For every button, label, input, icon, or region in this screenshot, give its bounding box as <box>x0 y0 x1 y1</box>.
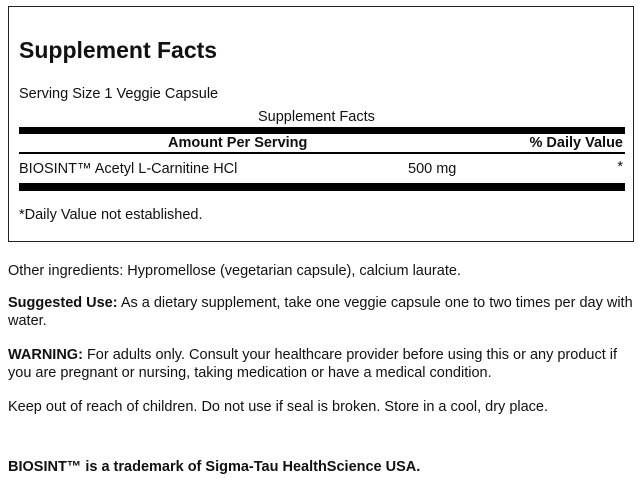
suggested-use: Suggested Use: As a dietary supplement, … <box>8 294 633 330</box>
ingredient-name: BIOSINT™ Acetyl L-Carnitine HCl <box>19 161 238 177</box>
header-daily-value: % Daily Value <box>529 135 624 151</box>
thick-divider <box>19 127 625 134</box>
panel-title: Supplement Facts <box>19 37 218 63</box>
footnote: *Daily Value not established. <box>19 207 203 223</box>
table-caption: Supplement Facts <box>258 109 375 125</box>
thin-divider <box>19 152 625 154</box>
other-ingredients: Other ingredients: Hypromellose (vegetar… <box>8 263 461 279</box>
warning-text: For adults only. Consult your healthcare… <box>8 347 618 381</box>
warning-label: WARNING: <box>8 347 83 363</box>
ingredient-dv: * <box>617 159 623 175</box>
serving-size: Serving Size 1 Veggie Capsule <box>19 86 219 102</box>
warning: WARNING: For adults only. Consult your h… <box>8 346 633 382</box>
ingredient-amount: 500 mg <box>408 161 457 177</box>
header-amount: Amount Per Serving <box>168 135 308 151</box>
trademark-note: BIOSINT™ is a trademark of Sigma-Tau Hea… <box>8 459 421 475</box>
suggested-use-text: As a dietary supplement, take one veggie… <box>8 295 633 329</box>
suggested-use-label: Suggested Use: <box>8 295 118 311</box>
storage-note: Keep out of reach of children. Do not us… <box>8 399 549 415</box>
thick-divider-bottom <box>19 183 625 191</box>
supplement-facts-panel <box>8 6 634 242</box>
